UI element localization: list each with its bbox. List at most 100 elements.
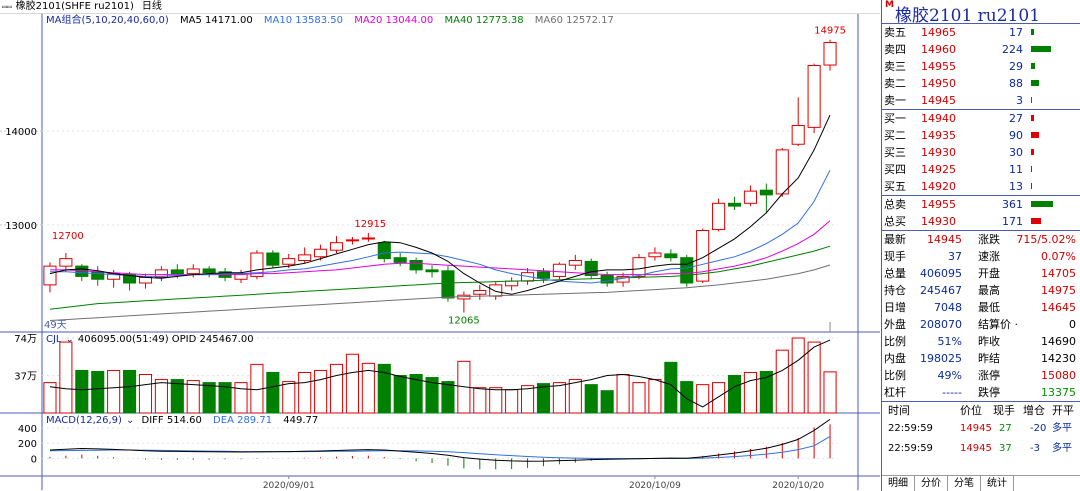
order-book-row[interactable]: 卖五 14965 17 xyxy=(882,24,1080,41)
diff-line xyxy=(49,418,831,462)
level-price: 14940 xyxy=(921,112,956,125)
m-icon[interactable]: M xyxy=(885,0,894,10)
panel-tab[interactable]: 分笔 xyxy=(948,476,981,491)
level-label: 买四 xyxy=(884,163,906,176)
dea-line xyxy=(49,435,831,460)
trade-price: 14945 xyxy=(960,423,992,434)
trade-price: 14945 xyxy=(960,443,992,454)
days-annotation: 49天 xyxy=(44,320,67,331)
candle-body xyxy=(664,253,678,259)
order-book-row[interactable]: 买三 14930 30 xyxy=(882,144,1080,161)
stat-value: 15080 xyxy=(1041,369,1076,382)
order-book-row[interactable]: 总买 14930 171 xyxy=(882,213,1080,230)
stat-label: 最低 xyxy=(978,301,1000,314)
kline-chart[interactable]: 13000 14000 12700 12915 12065 14975 49天 37万 74万 4… xyxy=(0,14,880,491)
stat-row: 最新 14945 涨跌 715/5.02% xyxy=(882,231,1080,248)
level-price: 14960 xyxy=(921,43,956,56)
order-book-row[interactable]: 卖一 14945 3 xyxy=(882,92,1080,109)
candle-body xyxy=(361,237,375,240)
ma5-label: MA5 14171.00 xyxy=(179,15,253,26)
volume-values: 406095.00(51:49) OPID 245467.00 xyxy=(77,334,254,345)
candle-body xyxy=(505,280,519,287)
volume-bar xyxy=(75,369,89,414)
candle-body xyxy=(584,260,598,276)
stat-row: 日增 7048 最低 14645 xyxy=(882,299,1080,316)
contract-title: 橡胶2101 ru2101 xyxy=(895,6,1041,26)
volume-bar xyxy=(1031,149,1034,155)
high-annotation: 12700 xyxy=(52,231,84,242)
window-icon[interactable]: ▭▭ xyxy=(2,2,12,11)
candle-body xyxy=(314,248,328,258)
trades-col-qty: 现手 xyxy=(993,404,1015,417)
trades-col-time: 时间 xyxy=(888,404,910,417)
quote-panel-title: M 橡胶2101 ru2101 xyxy=(882,0,1080,26)
volume-tick-label: 74万 xyxy=(14,334,37,345)
order-book-row[interactable]: 卖二 14950 88 xyxy=(882,75,1080,92)
candle-body xyxy=(43,265,57,286)
candle-body xyxy=(775,149,789,195)
stat-label: 涨停 xyxy=(978,369,1000,382)
stat-label: 内盘 xyxy=(884,352,906,365)
macd-label[interactable]: MACD(12,26,9) xyxy=(46,415,122,426)
level-label: 卖三 xyxy=(884,60,906,73)
stat-value: 13375 xyxy=(1041,386,1076,399)
volume-bar xyxy=(107,369,121,414)
stat-value: 0 xyxy=(1069,318,1076,331)
stat-label: 外盘 xyxy=(884,318,906,331)
stat-value: 14975 xyxy=(1041,284,1076,297)
ma-group-label[interactable]: MA组合(5,10,20,40,60,0) xyxy=(46,15,169,26)
panel-tab[interactable]: 明细 xyxy=(882,476,915,491)
diff-label: DIFF 514.60 xyxy=(141,415,202,426)
stat-row: 持仓 245467 最高 14975 xyxy=(882,282,1080,299)
candle-body xyxy=(298,254,312,261)
candle-body xyxy=(377,242,391,260)
trade-qty: 37 xyxy=(999,443,1012,454)
candle-body xyxy=(138,276,153,284)
ma10-line xyxy=(50,169,831,284)
macd-menu-icon[interactable]: ⌄ xyxy=(125,415,135,426)
stat-label: 总量 xyxy=(884,267,906,280)
volume-bar xyxy=(138,374,153,414)
order-book-row[interactable]: 卖三 14955 29 xyxy=(882,58,1080,75)
candle-body xyxy=(600,275,614,284)
panel-tab[interactable]: 统计 xyxy=(981,476,1014,491)
order-book-row[interactable]: 总卖 14955 361 xyxy=(882,196,1080,213)
chart-canvas[interactable]: 13000 14000 12700 12915 12065 14975 49天 37万 74万 4… xyxy=(0,14,880,491)
stat-value: 14705 xyxy=(1041,267,1076,280)
order-book-row[interactable]: 买一 14940 27 xyxy=(882,110,1080,127)
candle-body xyxy=(791,125,805,145)
volume-bar xyxy=(266,371,280,414)
stat-label: 昨收 xyxy=(978,335,1000,348)
level-price: 14945 xyxy=(921,94,956,107)
volume-bar xyxy=(218,382,232,414)
title-bar: ▭▭ 橡胶2101(SHFE ru2101) 日线 xyxy=(0,0,880,14)
stat-label: 涨跌 xyxy=(978,233,1000,246)
ma10-label: MA10 13583.50 xyxy=(263,15,343,26)
volume-bar xyxy=(345,353,359,414)
cjl-menu-icon[interactable]: ⌄ xyxy=(65,334,74,345)
candle-body xyxy=(696,230,710,282)
panel-tab[interactable]: 分价 xyxy=(915,476,948,491)
candle-body xyxy=(568,260,582,266)
level-volume: 30 xyxy=(1009,146,1023,159)
stat-value: 198025 xyxy=(920,352,962,365)
volume-bar xyxy=(552,382,566,414)
volume-tick-label: 37万 xyxy=(14,372,37,383)
trade-delta: -20 xyxy=(1030,423,1047,434)
dea-label: DEA 289.71 xyxy=(213,415,273,426)
cjl-label[interactable]: CJL xyxy=(46,334,62,345)
high-annotation: 12915 xyxy=(354,219,386,230)
order-book-row[interactable]: 买四 14925 11 xyxy=(882,161,1080,178)
candle-body xyxy=(680,257,694,284)
stat-row: 现手 37 速涨 0.07% xyxy=(882,248,1080,265)
candle-body xyxy=(807,65,821,128)
level-label: 买三 xyxy=(884,146,906,159)
volume-bar xyxy=(234,382,248,414)
macd-legend: MACD(12,26,9) ⌄ DIFF 514.60 DEA 289.71 44… xyxy=(46,414,326,427)
order-book-row[interactable]: 买五 14920 13 xyxy=(882,178,1080,195)
stat-value: 208070 xyxy=(920,318,962,331)
level-label: 买二 xyxy=(884,129,906,142)
period-label[interactable]: 日线 xyxy=(141,1,162,12)
order-book-row[interactable]: 卖四 14960 224 xyxy=(882,41,1080,58)
order-book-row[interactable]: 买二 14935 90 xyxy=(882,127,1080,144)
